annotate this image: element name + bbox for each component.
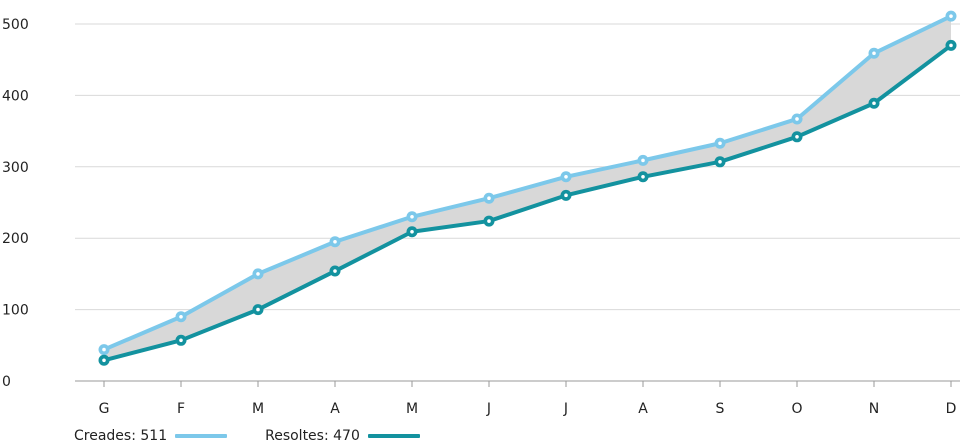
data-point-center	[564, 174, 568, 179]
x-tick-label: S	[716, 401, 725, 417]
x-tick-label: F	[177, 401, 185, 417]
data-point-center	[641, 174, 645, 179]
x-tick-label: M	[252, 401, 264, 417]
x-tick-label: O	[791, 401, 802, 417]
y-tick-label: 500	[2, 17, 29, 33]
data-point-center	[410, 214, 414, 219]
data-point-center	[179, 338, 183, 343]
y-tick-label: 400	[2, 88, 29, 104]
data-point-center	[333, 239, 337, 244]
legend: Creades: 511 Resoltes: 470	[74, 428, 458, 444]
line-chart: 0 100 200 300 400 500 G F M A M J J A S O N D	[2, 10, 960, 417]
data-point-center	[333, 269, 337, 273]
y-tick-label: 300	[2, 160, 29, 176]
data-point-center	[487, 196, 491, 201]
x-tick-label: A	[638, 401, 648, 417]
x-tick-label: M	[406, 401, 418, 417]
legend-item-resolved: Resoltes: 470	[265, 428, 420, 444]
x-tick-label: D	[946, 401, 957, 417]
data-point-center	[795, 117, 799, 121]
y-tick-label: 100	[2, 303, 29, 319]
data-point-center	[256, 272, 260, 276]
legend-swatch-created	[175, 434, 228, 438]
data-point-center	[102, 358, 106, 363]
x-tick-label: A	[330, 401, 340, 417]
x-tick-label: J	[486, 401, 491, 417]
x-tick-label: J	[563, 401, 568, 417]
data-point-center	[256, 307, 260, 312]
legend-item-created: Creades: 511	[74, 428, 228, 444]
data-point-center	[564, 193, 568, 198]
data-point-center	[795, 135, 799, 139]
data-point-center	[718, 141, 722, 146]
data-point-center	[641, 158, 645, 163]
legend-swatch-resolved	[367, 434, 420, 438]
data-point-center	[872, 101, 876, 106]
data-point-center	[179, 314, 183, 319]
legend-label-created: Creades: 511	[74, 428, 168, 444]
x-tick-label: G	[99, 401, 110, 417]
data-point-center	[718, 160, 722, 164]
data-point-center	[102, 347, 106, 352]
data-point-center	[949, 43, 953, 48]
data-point-center	[872, 51, 876, 56]
series-line-created	[102, 14, 953, 352]
data-point-center	[949, 14, 953, 18]
series-line-resolved	[102, 43, 953, 363]
data-point-center	[487, 219, 491, 223]
data-point-center	[410, 229, 414, 234]
x-tick-label: N	[869, 401, 879, 417]
y-tick-label: 0	[2, 374, 11, 390]
y-tick-label: 200	[2, 231, 29, 247]
legend-label-resolved: Resoltes: 470	[265, 428, 360, 444]
